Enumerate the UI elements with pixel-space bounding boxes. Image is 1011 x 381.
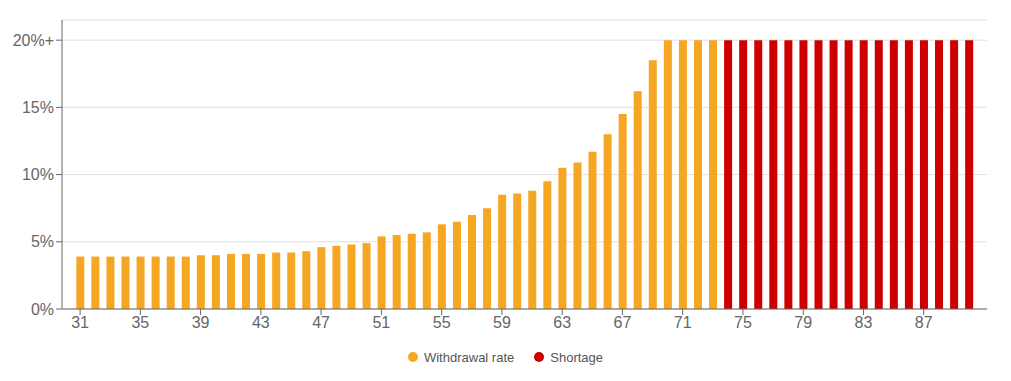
- svg-text:15%: 15%: [22, 99, 54, 116]
- svg-text:10%: 10%: [22, 166, 54, 183]
- svg-text:75: 75: [734, 314, 752, 331]
- svg-text:0%: 0%: [31, 301, 54, 318]
- svg-text:59: 59: [493, 314, 511, 331]
- html-text:Shortage: Shortage: [550, 349, 603, 365]
- svg-text:47: 47: [312, 314, 330, 331]
- svg-text:35: 35: [131, 314, 149, 331]
- svg-text:79: 79: [794, 314, 812, 331]
- svg-text:67: 67: [614, 314, 632, 331]
- svg-text:55: 55: [433, 314, 451, 331]
- svg-text:20%+: 20%+: [13, 32, 54, 49]
- svg-text:63: 63: [553, 314, 571, 331]
- svg-text:39: 39: [192, 314, 210, 331]
- svg-text:87: 87: [915, 314, 933, 331]
- html-text:Withdrawal rate: Withdrawal rate: [424, 349, 515, 365]
- svg-text:83: 83: [855, 314, 873, 331]
- svg-text:5%: 5%: [31, 233, 54, 250]
- svg-text:51: 51: [372, 314, 390, 331]
- svg-text:71: 71: [674, 314, 692, 331]
- svg-text:31: 31: [71, 314, 89, 331]
- svg-text:43: 43: [252, 314, 270, 331]
